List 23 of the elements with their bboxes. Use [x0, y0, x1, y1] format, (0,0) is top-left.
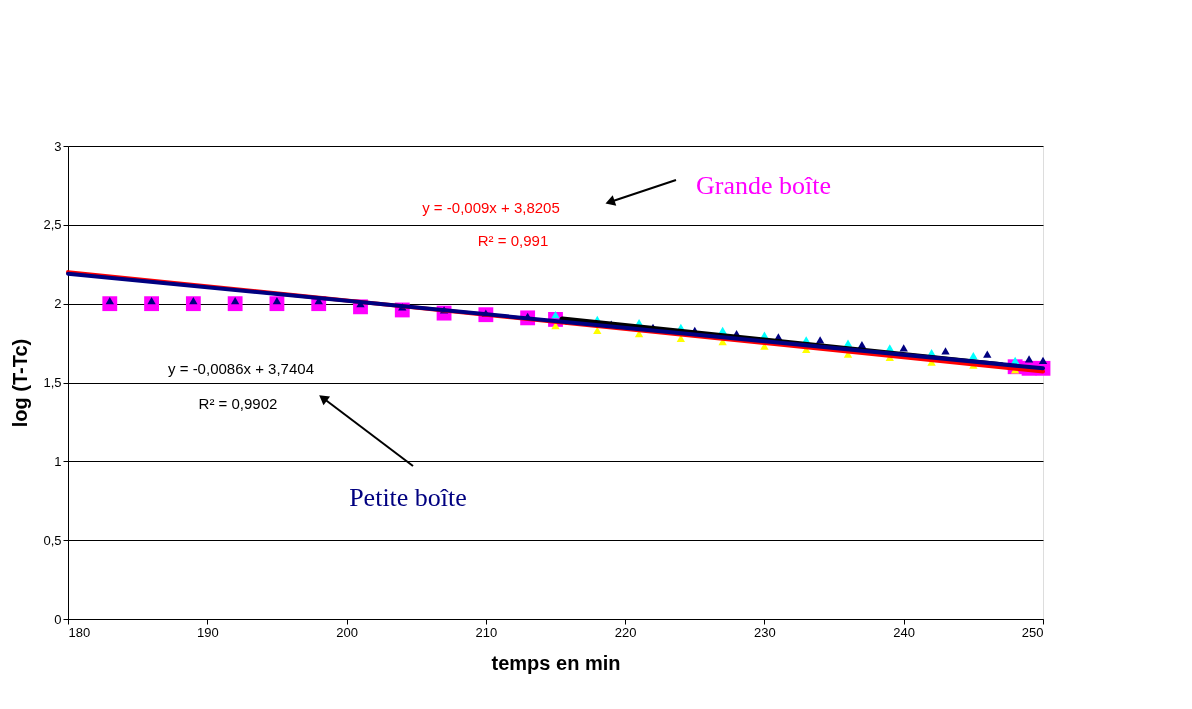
y-tick-label: 2,5 — [43, 217, 62, 233]
x-tick-label: 220 — [614, 624, 637, 640]
x-tick-label: 210 — [475, 624, 498, 640]
annotation: Petite boîte — [349, 483, 467, 512]
y-tick-label: 2 — [54, 296, 62, 312]
x-tick-label: 180 — [68, 624, 91, 640]
x-tick-label: 240 — [893, 624, 916, 640]
x-tick-label: 190 — [196, 624, 219, 640]
y-axis-title: log (T-Tc) — [9, 338, 32, 428]
annotation: y = -0,0086x + 3,7404 — [168, 360, 314, 377]
annotation: Grande boîte — [696, 171, 832, 200]
x-tick-label: 200 — [336, 624, 358, 640]
y-tick-label: 3 — [54, 138, 62, 154]
x-tick-label: 250 — [1021, 624, 1044, 640]
y-tick-label: 1 — [54, 453, 62, 469]
annotation: R² = 0,991 — [477, 232, 549, 249]
annotation: y = -0,009x + 3,8205 — [422, 199, 560, 216]
y-tick-label: 0 — [54, 611, 62, 627]
y-tick-label: 1,5 — [43, 375, 62, 390]
annotation: R² = 0,9902 — [198, 395, 278, 412]
x-axis-title: temps en min — [491, 651, 621, 674]
y-tick-label: 0,5 — [43, 532, 62, 548]
x-tick-label: 230 — [754, 624, 776, 640]
